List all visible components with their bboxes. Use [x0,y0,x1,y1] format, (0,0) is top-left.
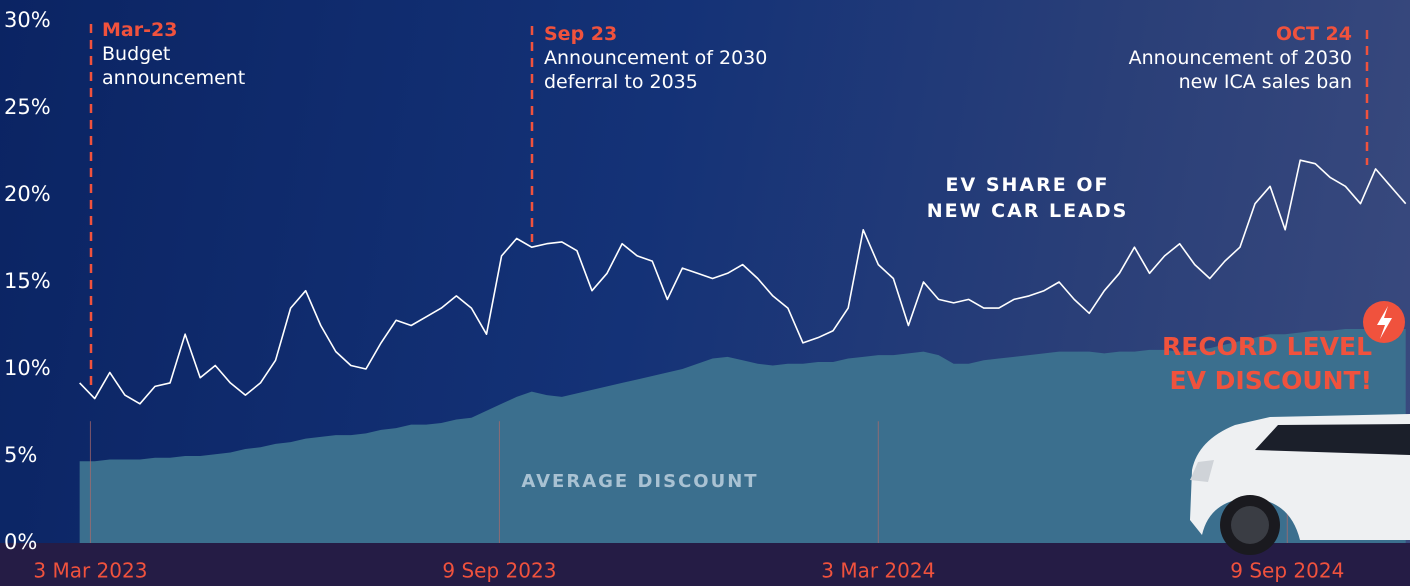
y-tick-label: 5% [4,443,37,467]
y-tick-label: 0% [4,530,37,554]
x-tick-label: 9 Sep 2023 [442,559,556,583]
y-tick-label: 20% [4,182,51,206]
y-tick-label: 15% [4,269,51,293]
annotation-text: Budget announcement [102,43,246,89]
discount-area [79,328,1406,543]
annotation-date: OCT 24 [1275,23,1352,45]
x-tick-label: 3 Mar 2024 [821,559,935,583]
x-tick-label: 9 Sep 2024 [1230,559,1344,583]
car [1190,414,1410,555]
car-window [1255,424,1410,455]
annotation-text: Announcement of 2030 deferral to 2035 [544,47,768,93]
y-tick-label: 30% [4,8,51,32]
ev-share-line [79,159,1407,405]
x-tick-label: 3 Mar 2023 [33,559,147,583]
series-label: AVERAGE DISCOUNT [521,471,759,492]
car-rim [1231,506,1269,544]
y-tick-label: 10% [4,356,51,380]
icon-bolt [1377,306,1392,339]
y-tick-label: 25% [4,95,51,119]
callout: RECORD LEVEL EV DISCOUNT! [1162,332,1372,395]
bottom-band [0,543,1410,586]
series-label: EV SHARE OF NEW CAR LEADS [926,174,1129,222]
annotation-text: Announcement of 2030 new ICA sales ban [1128,47,1352,93]
car-grille [1190,460,1214,482]
annotation-date: Sep 23 [544,23,618,45]
annotation-date: Mar-23 [102,19,178,41]
